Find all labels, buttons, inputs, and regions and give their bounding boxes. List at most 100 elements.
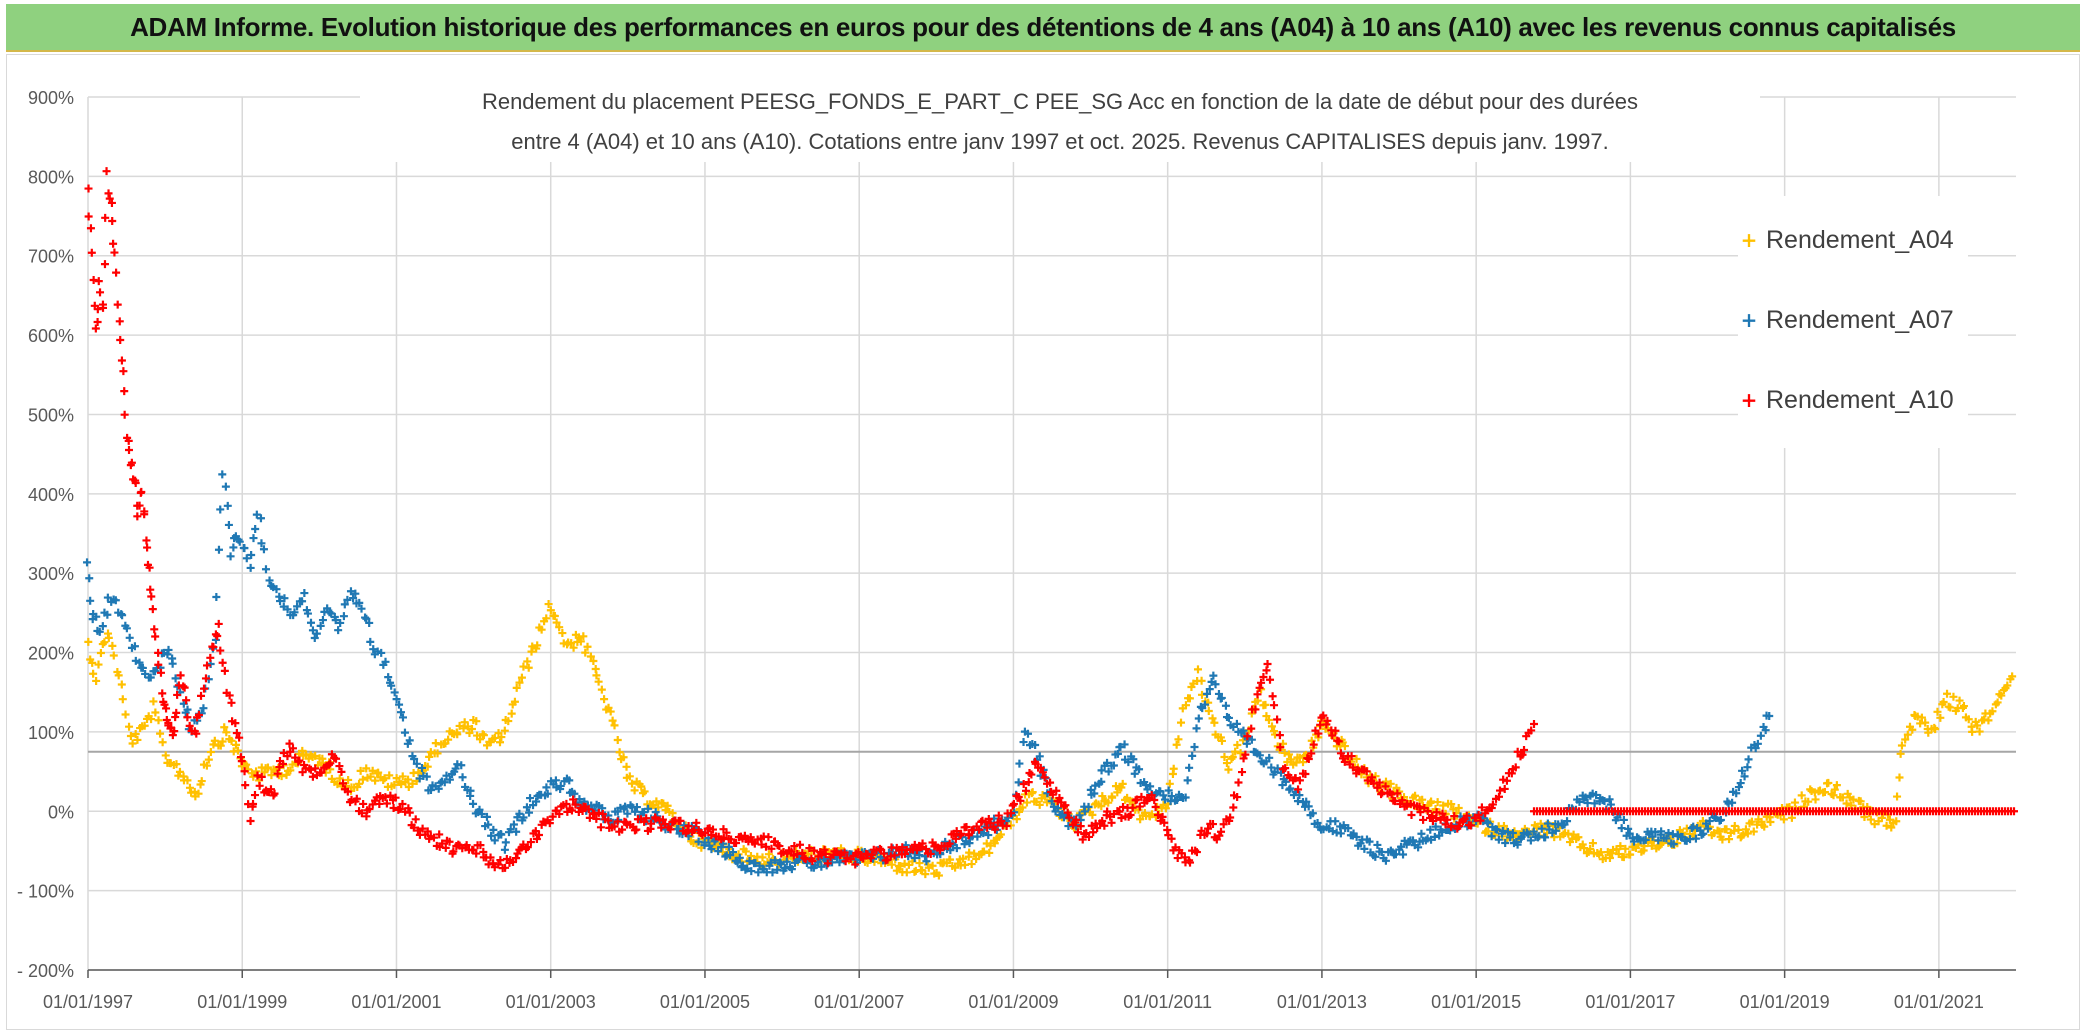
point-a10 (957, 829, 966, 838)
point-a10 (411, 815, 420, 824)
point-a10 (598, 809, 607, 818)
y-tick-label: 600% (28, 326, 74, 346)
point-a04 (1169, 764, 1178, 773)
point-a07 (768, 868, 777, 877)
point-a10 (116, 335, 125, 344)
point-a07 (1281, 777, 1290, 786)
point-a07 (1031, 741, 1040, 750)
point-a07 (1239, 726, 1248, 735)
point-a10 (173, 690, 182, 699)
point-a10 (569, 795, 578, 804)
point-a04 (1433, 798, 1442, 807)
point-a10 (194, 710, 203, 719)
point-a10 (91, 324, 100, 333)
point-a10 (719, 833, 728, 842)
point-a07 (543, 789, 552, 798)
point-a04 (114, 671, 123, 680)
point-a10 (249, 799, 258, 808)
point-a10 (1204, 824, 1213, 833)
point-a07 (570, 789, 579, 798)
point-a10 (449, 847, 458, 856)
point-a07 (1217, 693, 1226, 702)
point-a10 (1065, 813, 1074, 822)
point-a04 (1936, 713, 1945, 722)
point-a04 (385, 771, 394, 780)
point-a07 (766, 858, 775, 867)
x-tick-label: 01/01/2005 (660, 992, 750, 1012)
point-a07 (979, 829, 988, 838)
point-a10 (1167, 834, 1176, 843)
point-a04 (227, 736, 236, 745)
point-a10 (1219, 820, 1228, 829)
point-a07 (98, 622, 107, 631)
point-a07 (1035, 752, 1044, 761)
point-a10 (642, 814, 651, 823)
point-a07 (489, 825, 498, 834)
point-a10 (86, 224, 95, 233)
point-a04 (1866, 815, 1875, 824)
point-a10 (798, 848, 807, 857)
point-a04 (764, 850, 773, 859)
point-a04 (108, 641, 117, 650)
point-a04 (586, 652, 595, 661)
point-a04 (158, 738, 167, 747)
point-a10 (1328, 731, 1337, 740)
point-a04 (260, 768, 269, 777)
point-a10 (409, 823, 418, 832)
point-a10 (1098, 816, 1107, 825)
point-a07 (1286, 784, 1295, 793)
point-a07 (1431, 822, 1440, 831)
point-a07 (1657, 827, 1666, 836)
point-a04 (1921, 718, 1930, 727)
point-a04 (1797, 791, 1806, 800)
point-a04 (663, 801, 672, 810)
point-a10 (115, 317, 124, 326)
point-a07 (395, 700, 404, 709)
point-a07 (728, 848, 737, 857)
point-a04 (204, 755, 213, 764)
point-a04 (959, 854, 968, 863)
point-a04 (460, 718, 469, 727)
point-a04 (362, 764, 371, 773)
point-a10 (494, 860, 503, 869)
point-a10 (722, 828, 731, 837)
point-a10 (255, 781, 264, 790)
point-a07 (754, 868, 763, 877)
point-a10 (180, 683, 189, 692)
point-a07 (1529, 827, 1538, 836)
point-a10 (1137, 792, 1146, 801)
point-a04 (476, 735, 485, 744)
point-a10 (283, 752, 292, 761)
point-a10 (851, 860, 860, 869)
point-a07 (1526, 836, 1535, 845)
point-a10 (651, 814, 660, 823)
point-a04 (1588, 839, 1597, 848)
point-a07 (787, 865, 796, 874)
point-a04 (1743, 829, 1752, 838)
point-a07 (103, 593, 112, 602)
point-a10 (1008, 801, 1017, 810)
point-a04 (1968, 727, 1977, 736)
point-a04 (915, 859, 924, 868)
point-a04 (1603, 848, 1612, 857)
point-a10 (1375, 778, 1384, 787)
point-a04 (1204, 706, 1213, 715)
y-tick-label: 400% (28, 485, 74, 505)
point-a10 (241, 781, 250, 790)
point-a07 (1188, 751, 1197, 760)
point-a04 (252, 767, 261, 776)
point-a04 (277, 772, 286, 781)
point-a07 (257, 539, 266, 548)
point-a10 (335, 762, 344, 771)
chart-title-line-1: Rendement du placement PEESG_FONDS_E_PAR… (481, 89, 1639, 114)
point-a04 (467, 724, 476, 733)
point-a10 (147, 592, 156, 601)
point-a07 (1641, 835, 1650, 844)
point-a04 (1586, 844, 1595, 853)
point-a10 (676, 816, 685, 825)
point-a10 (1055, 794, 1064, 803)
point-a07 (392, 695, 401, 704)
point-a04 (371, 776, 380, 785)
point-a07 (164, 645, 173, 654)
point-a07 (1097, 777, 1106, 786)
